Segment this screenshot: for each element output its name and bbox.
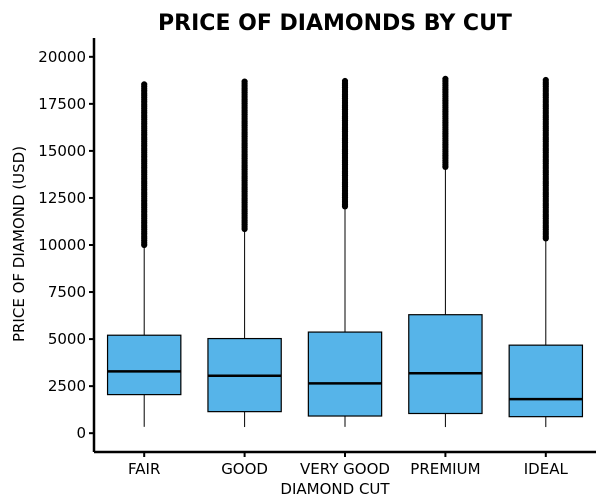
- outlier-point: [542, 76, 549, 84]
- box-group-premium: [408, 75, 483, 428]
- x-tick-label: IDEAL: [524, 460, 569, 478]
- y-tick-label: 20000: [38, 48, 86, 66]
- iqr-box: [508, 344, 584, 418]
- x-tick-label: PREMIUM: [410, 460, 480, 478]
- x-tick-label: FAIR: [128, 460, 160, 478]
- plot-area: [106, 75, 584, 428]
- y-axis: 0 2500 5000 7500 10000 12500 15000 17500 20000: [38, 38, 96, 452]
- x-axis-label: DIAMOND CUT: [280, 480, 390, 498]
- y-tick-label: 2500: [48, 377, 86, 395]
- box-group-good: [207, 78, 282, 428]
- y-tick-label: 15000: [38, 142, 86, 160]
- outlier-point: [341, 77, 349, 85]
- iqr-box: [307, 331, 383, 417]
- box-group-fair: [106, 81, 182, 427]
- x-axis: FAIR GOOD VERY GOOD PREMIUM IDEAL: [94, 450, 596, 478]
- x-tick-label: GOOD: [221, 460, 268, 478]
- y-tick-label: 12500: [38, 189, 86, 207]
- iqr-box: [106, 334, 182, 396]
- y-tick-label: 17500: [38, 95, 86, 113]
- outlier-point: [241, 78, 248, 85]
- y-tick-label: 10000: [38, 236, 86, 254]
- outlier-point: [442, 75, 449, 83]
- y-axis-label: PRICE OF DIAMOND (USD): [10, 146, 28, 342]
- iqr-box: [408, 314, 483, 415]
- x-tick-label: VERY GOOD: [300, 460, 390, 478]
- box-group-very-good: [307, 77, 383, 427]
- y-tick-label: 7500: [48, 283, 86, 301]
- outlier-point: [141, 81, 148, 88]
- y-tick-label: 0: [76, 424, 86, 442]
- chart-title: PRICE OF DIAMONDS BY CUT: [158, 11, 512, 36]
- y-tick-label: 5000: [48, 330, 86, 348]
- box-group-ideal: [508, 76, 584, 428]
